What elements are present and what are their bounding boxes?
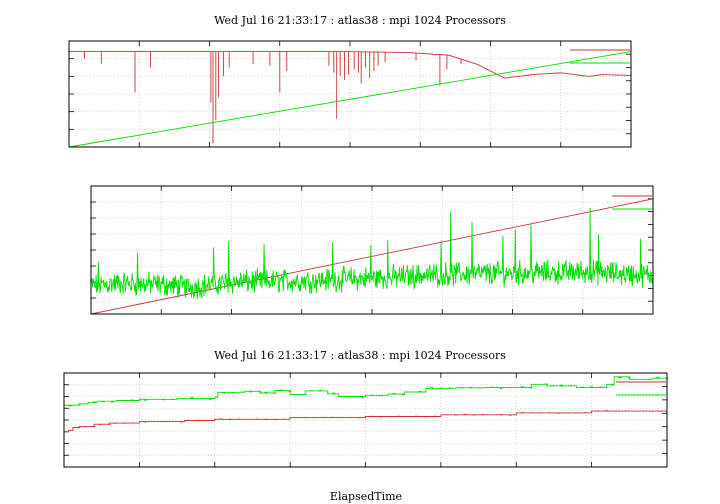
- chart-meantime-plot-frame: [90, 185, 654, 315]
- chart-delt-title: Wed Jul 16 21:33:17 : atlas38 : mpi 1024…: [214, 14, 506, 27]
- chart-delt-plot-frame: [68, 40, 632, 148]
- x-axis-label: ElapsedTime: [330, 490, 402, 503]
- chart-memory-series-max: [64, 376, 669, 407]
- chart-meantime: [90, 185, 654, 315]
- chart-meantime-series-meantime-timestep: [90, 207, 654, 300]
- chart-delt-series-physical-time: [68, 51, 632, 148]
- chart-memory-plot-frame: [63, 372, 668, 468]
- chart-memory: Wed Jul 16 21:33:17 : atlas38 : mpi 1024…: [63, 349, 669, 468]
- chart-delt: Wed Jul 16 21:33:17 : atlas38 : mpi 1024…: [68, 14, 632, 148]
- chart-memory-title: Wed Jul 16 21:33:17 : atlas38 : mpi 1024…: [214, 349, 506, 362]
- chart-memory-series-ave: [64, 409, 668, 433]
- chart-delt-series-delt: [69, 51, 632, 144]
